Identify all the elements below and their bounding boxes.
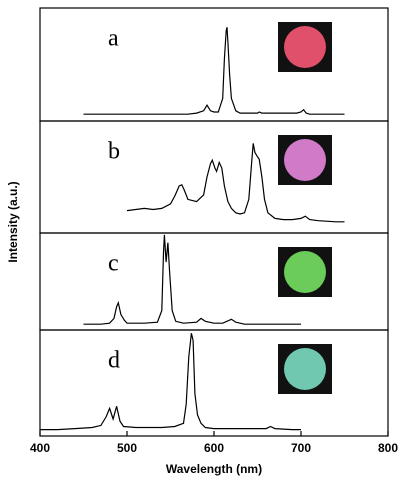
- panel-label: a: [108, 26, 119, 52]
- panel-frame: [39, 120, 389, 234]
- spectrum-line: [83, 27, 345, 115]
- x-tick-label: 800: [378, 441, 398, 455]
- x-tick-label: 500: [117, 441, 137, 455]
- panel-frame: [39, 232, 389, 331]
- spectrum-line: [40, 333, 301, 431]
- y-axis-title: Intensity (a.u.): [6, 181, 20, 262]
- x-tick-label: 700: [291, 441, 311, 455]
- x-axis-title: Wavelength (nm): [166, 462, 262, 476]
- x-tick-label: 400: [30, 441, 50, 455]
- panel-frame: [39, 7, 389, 122]
- inset-sample: [284, 251, 326, 293]
- spectrum-line: [83, 234, 301, 325]
- panel-label: b: [108, 139, 120, 165]
- inset-sample: [284, 348, 326, 390]
- x-tick-label: 600: [204, 441, 224, 455]
- panel-frame: [39, 329, 389, 437]
- inset-sample: [284, 26, 326, 68]
- inset-sample: [284, 139, 326, 181]
- panel-label: c: [108, 251, 119, 277]
- panel-label: d: [108, 348, 120, 374]
- spectrum-line: [126, 143, 345, 223]
